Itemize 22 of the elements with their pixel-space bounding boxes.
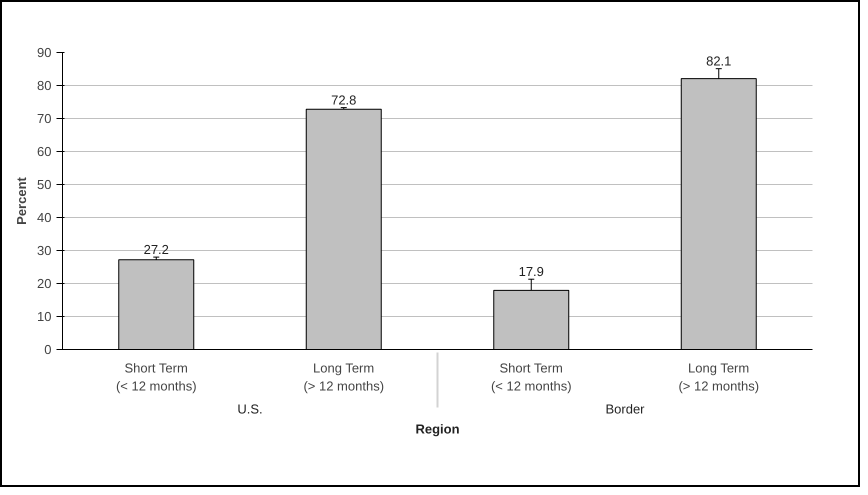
- y-tick-label: 50: [37, 177, 52, 192]
- data-label: 27.2: [144, 242, 169, 258]
- x-tick-label: Long Term (> 12 months): [678, 360, 760, 394]
- x-axis-title: Region: [415, 422, 460, 436]
- y-tick-label: 30: [37, 243, 52, 258]
- x-tick-label: Long Term (> 12 months): [303, 360, 384, 394]
- y-axis-title: Percent: [14, 176, 30, 225]
- data-label: 72.8: [331, 92, 356, 108]
- text: U.S.: [237, 402, 263, 416]
- x-tick-label: Short Term (< 12 months): [490, 360, 572, 394]
- y-tick-label: 60: [37, 144, 52, 159]
- y-tick-label: 0: [44, 342, 52, 357]
- y-tick-label: 80: [37, 78, 52, 93]
- y-tick-label: 70: [37, 111, 52, 126]
- text: Border: [605, 402, 646, 416]
- y-tick-label: 40: [37, 210, 52, 225]
- x-tick-label: Short Term (< 12 months): [116, 360, 197, 394]
- y-tick-label: 20: [37, 276, 52, 291]
- y-tick-label: 90: [37, 45, 52, 60]
- data-label: 82.1: [706, 54, 732, 69]
- data-label: 17.9: [518, 264, 544, 280]
- y-tick-label: 10: [37, 309, 52, 324]
